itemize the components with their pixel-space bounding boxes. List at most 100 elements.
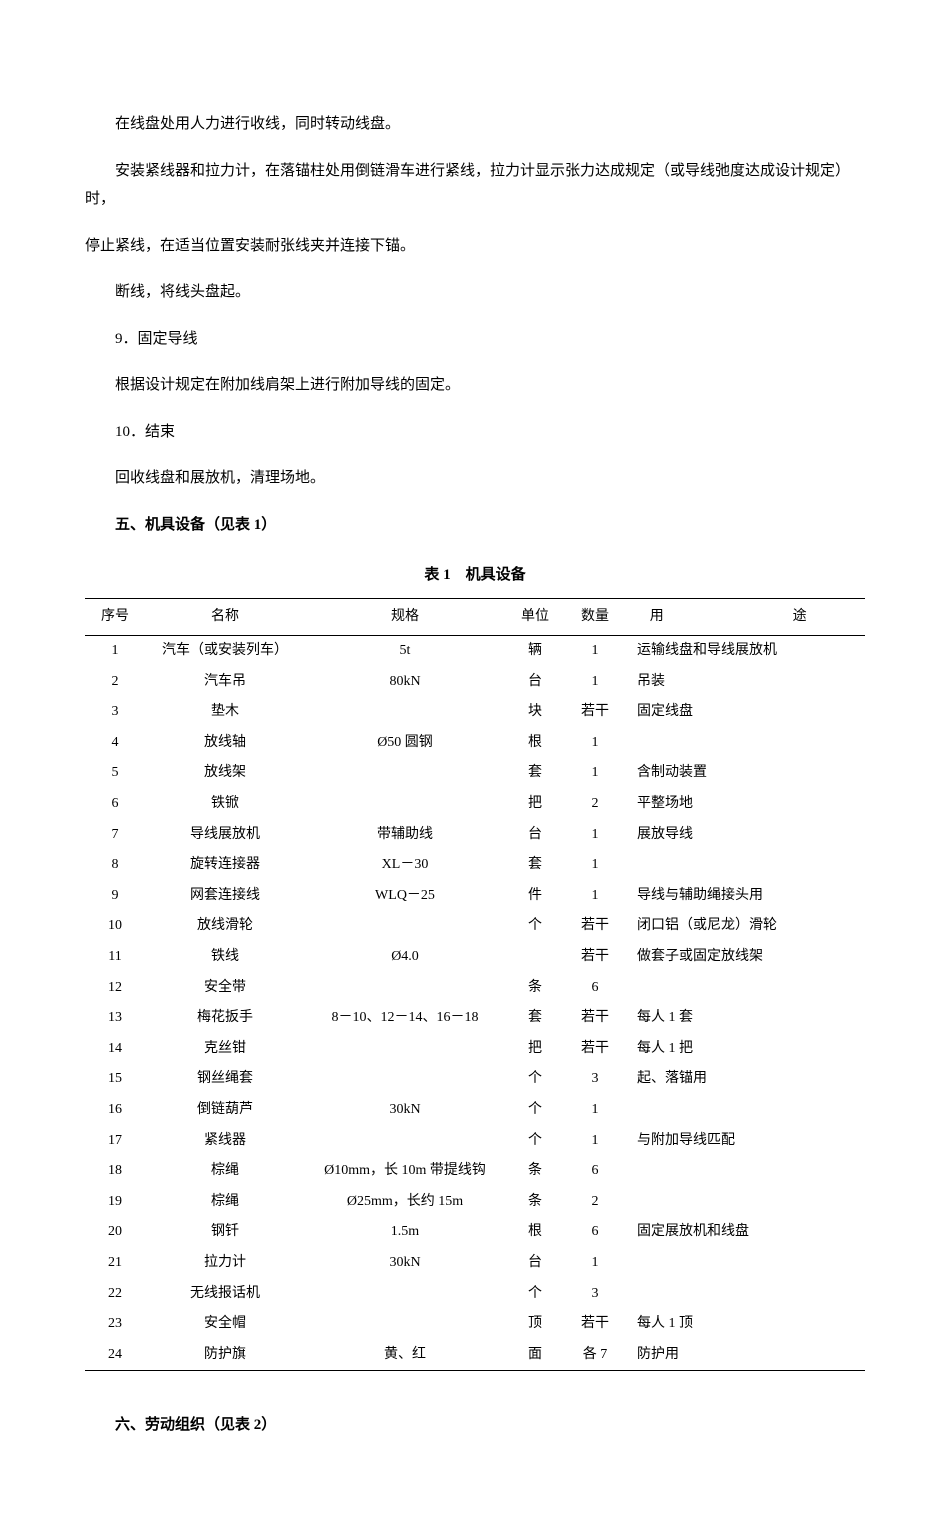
table-cell: 3: [565, 1279, 625, 1310]
table-cell: 1.5m: [305, 1217, 505, 1248]
table-cell: 铁线: [145, 942, 305, 973]
col-header-spec: 规格: [305, 598, 505, 636]
table-cell: 紧线器: [145, 1126, 305, 1157]
table-cell: 6: [565, 973, 625, 1004]
table-cell: Ø25mm，长约 15m: [305, 1187, 505, 1218]
table-cell: 个: [505, 911, 565, 942]
paragraph-cut-line: 断线，将线头盘起。: [85, 278, 865, 307]
table-cell: 20: [85, 1217, 145, 1248]
table-cell: 8－10、12－14、16－18: [305, 1003, 505, 1034]
table-cell: 23: [85, 1309, 145, 1340]
table-cell: 与附加导线匹配: [625, 1126, 865, 1157]
col-header-name: 名称: [145, 598, 305, 636]
section-5-heading: 五、机具设备（见表 1）: [85, 511, 865, 540]
table-cell: 1: [565, 636, 625, 667]
table-cell: 9: [85, 881, 145, 912]
table-cell: 汽车吊: [145, 667, 305, 698]
table-row: 23安全帽顶若干每人 1 顶: [85, 1309, 865, 1340]
table-cell: 套: [505, 1003, 565, 1034]
table-cell: 钢丝绳套: [145, 1064, 305, 1095]
table-cell: 17: [85, 1126, 145, 1157]
table-cell: 条: [505, 973, 565, 1004]
table-cell: 30kN: [305, 1095, 505, 1126]
table-row: 5放线架套1含制动装置: [85, 758, 865, 789]
table-cell: 若干: [565, 942, 625, 973]
table-cell: [305, 1034, 505, 1065]
table-cell: 4: [85, 728, 145, 759]
table-cell: 台: [505, 1248, 565, 1279]
table-cell: 6: [85, 789, 145, 820]
table-cell: [625, 1248, 865, 1279]
col-header-seq: 序号: [85, 598, 145, 636]
table-row: 1汽车（或安装列车）5t辆1运输线盘和导线展放机: [85, 636, 865, 667]
table-cell: 1: [565, 1248, 625, 1279]
table-cell: 条: [505, 1187, 565, 1218]
col-header-use: 用 途: [625, 598, 865, 636]
equipment-table: 序号 名称 规格 单位 数量 用 途 1汽车（或安装列车）5t辆1运输线盘和导线…: [85, 598, 865, 1372]
table-cell: 棕绳: [145, 1156, 305, 1187]
table-row: 17紧线器 个1与附加导线匹配: [85, 1126, 865, 1157]
table-cell: 每人 1 把: [625, 1034, 865, 1065]
table-cell: 若干: [565, 1309, 625, 1340]
table-cell: 24: [85, 1340, 145, 1371]
table-cell: 1: [85, 636, 145, 667]
step-10-body: 回收线盘和展放机，清理场地。: [85, 464, 865, 493]
table-cell: 固定线盘: [625, 697, 865, 728]
section-6-heading: 六、劳动组织（见表 2）: [85, 1411, 865, 1440]
table-cell: 7: [85, 820, 145, 851]
table-cell: [625, 973, 865, 1004]
table-row: 4放线轴Ø50 圆钢根1: [85, 728, 865, 759]
table-cell: 防护用: [625, 1340, 865, 1371]
table-cell: 含制动装置: [625, 758, 865, 789]
table-cell: 展放导线: [625, 820, 865, 851]
table-cell: 15: [85, 1064, 145, 1095]
table-row: 10放线滑轮个若干闭口铝（或尼龙）滑轮: [85, 911, 865, 942]
table-cell: [625, 1279, 865, 1310]
table-cell: Ø50 圆钢: [305, 728, 505, 759]
table-row: 2汽车吊80kN台1吊装: [85, 667, 865, 698]
table-cell: 安全帽: [145, 1309, 305, 1340]
table-row: 8旋转连接器XL－30套1: [85, 850, 865, 881]
table-cell: 网套连接线: [145, 881, 305, 912]
table-row: 21拉力计30kN台1: [85, 1248, 865, 1279]
table-row: 12安全带条6: [85, 973, 865, 1004]
table-cell: 防护旗: [145, 1340, 305, 1371]
table-cell: 汽车（或安装列车）: [145, 636, 305, 667]
table-row: 22无线报话机个3: [85, 1279, 865, 1310]
table-cell: 块: [505, 697, 565, 728]
table-cell: 套: [505, 850, 565, 881]
table-cell: 8: [85, 850, 145, 881]
table-cell: 若干: [565, 1034, 625, 1065]
table-row: 3垫木 块若干固定线盘: [85, 697, 865, 728]
table-cell: 30kN: [305, 1248, 505, 1279]
table-cell: 6: [565, 1156, 625, 1187]
table-cell: 6: [565, 1217, 625, 1248]
table-1-title: 表 1 机具设备: [85, 561, 865, 590]
table-cell: 个: [505, 1126, 565, 1157]
table-cell: 22: [85, 1279, 145, 1310]
table-cell: 垫木: [145, 697, 305, 728]
table-cell: 把: [505, 789, 565, 820]
table-cell: 台: [505, 820, 565, 851]
table-cell: [625, 1095, 865, 1126]
table-row: 15钢丝绳套个3起、落锚用: [85, 1064, 865, 1095]
table-cell: XL－30: [305, 850, 505, 881]
table-cell: 16: [85, 1095, 145, 1126]
table-cell: [625, 728, 865, 759]
table-cell: 台: [505, 667, 565, 698]
table-cell: [305, 1279, 505, 1310]
table-cell: 梅花扳手: [145, 1003, 305, 1034]
table-cell: 1: [565, 1126, 625, 1157]
table-cell: 顶: [505, 1309, 565, 1340]
step-10-heading: 10．结束: [85, 418, 865, 447]
table-cell: [625, 1156, 865, 1187]
table-cell: 个: [505, 1064, 565, 1095]
table-row: 20钢钎1.5m根6固定展放机和线盘: [85, 1217, 865, 1248]
table-cell: Ø4.0: [305, 942, 505, 973]
table-cell: 若干: [565, 697, 625, 728]
table-cell: 1: [565, 758, 625, 789]
table-cell: 11: [85, 942, 145, 973]
table-cell: 3: [85, 697, 145, 728]
table-cell: Ø10mm，长 10m 带提线钩: [305, 1156, 505, 1187]
table-cell: [505, 942, 565, 973]
